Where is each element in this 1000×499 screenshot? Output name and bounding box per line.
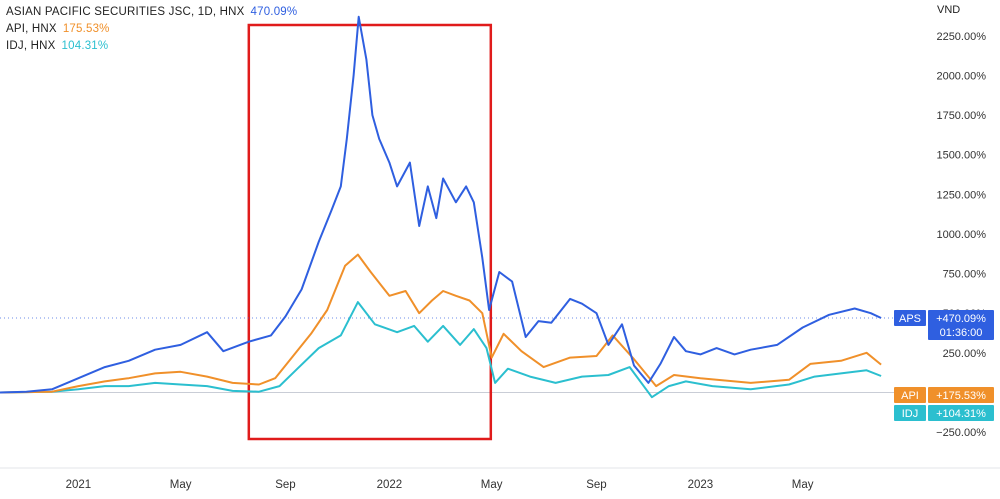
price-badges: APS +470.09% 01:36:00 API +175.53% IDJ +104.31… bbox=[894, 309, 994, 421]
x-tick-label: 2023 bbox=[688, 479, 714, 491]
badge-value-aps: +470.09% bbox=[936, 313, 986, 325]
y-tick-label: 2500.00% bbox=[936, 0, 986, 3]
legend-label-idj: IDJ, HNX bbox=[6, 40, 56, 52]
x-tick-label: 2022 bbox=[377, 479, 403, 491]
x-tick-label: Sep bbox=[275, 479, 295, 491]
badge-idj: IDJ +104.31% bbox=[894, 405, 994, 421]
badge-name-bg-idj bbox=[894, 405, 926, 421]
legend-value-idj: 104.31% bbox=[61, 40, 109, 52]
badge-value-bg-api bbox=[928, 387, 994, 403]
badge-value-bg-idj bbox=[928, 405, 994, 421]
badge-value-bg-aps bbox=[928, 309, 994, 340]
badge-api: API +175.53% bbox=[894, 387, 994, 403]
badge-name-bg-api bbox=[894, 387, 926, 403]
badge-aps: APS +470.09% 01:36:00 bbox=[894, 309, 994, 340]
x-tick-label: May bbox=[792, 479, 814, 491]
legend-row-idj[interactable]: IDJ, HNX 104.31% bbox=[6, 38, 297, 55]
y-axis: −250.00%0.00%250.00%500.00%750.00%1000.0… bbox=[936, 0, 986, 439]
legend-label-aps: ASIAN PACIFIC SECURITIES JSC, 1D, HNX bbox=[6, 6, 245, 18]
currency-unit: VND bbox=[937, 4, 961, 16]
badge-name-bg-aps bbox=[894, 309, 926, 326]
legend-row-api[interactable]: API, HNX 175.53% bbox=[6, 21, 297, 38]
x-tick-label: May bbox=[170, 479, 192, 491]
badge-name-api: API bbox=[901, 390, 919, 402]
y-tick-label: 1750.00% bbox=[936, 110, 986, 122]
series-line-api bbox=[0, 253, 882, 394]
series-line-aps bbox=[0, 15, 882, 394]
y-tick-label: 750.00% bbox=[943, 269, 987, 281]
y-tick-label: 2000.00% bbox=[936, 70, 986, 82]
series-lines bbox=[0, 15, 893, 399]
y-tick-label: −250.00% bbox=[936, 427, 986, 439]
legend-value-api: 175.53% bbox=[62, 23, 110, 35]
legend-value-aps: 470.09% bbox=[250, 6, 298, 18]
badge-value-idj: +104.31% bbox=[936, 408, 986, 420]
badge-time-aps: 01:36:00 bbox=[940, 327, 983, 339]
legend-label-api: API, HNX bbox=[6, 23, 57, 35]
y-tick-label: 1000.00% bbox=[936, 229, 986, 241]
legend-row-aps[interactable]: ASIAN PACIFIC SECURITIES JSC, 1D, HNX 470… bbox=[6, 4, 297, 21]
y-tick-label: 250.00% bbox=[943, 348, 987, 360]
x-tick-label: Sep bbox=[586, 479, 606, 491]
highlight-box bbox=[247, 23, 493, 441]
badge-name-idj: IDJ bbox=[902, 408, 919, 420]
badge-name-aps: APS bbox=[899, 313, 921, 325]
x-tick-label: 2021 bbox=[66, 479, 92, 491]
series-line-idj bbox=[0, 301, 882, 399]
y-tick-label: 1500.00% bbox=[936, 150, 986, 162]
badge-value-api: +175.53% bbox=[936, 390, 986, 402]
legend: ASIAN PACIFIC SECURITIES JSC, 1D, HNX 470… bbox=[6, 4, 297, 55]
x-tick-label: May bbox=[481, 479, 503, 491]
x-axis: 2021 May Sep 2022 May Sep 2023 May bbox=[0, 467, 1000, 491]
y-tick-label: 1250.00% bbox=[936, 189, 986, 201]
y-tick-label: 2250.00% bbox=[936, 31, 986, 43]
highlight-box-layer bbox=[247, 23, 493, 441]
